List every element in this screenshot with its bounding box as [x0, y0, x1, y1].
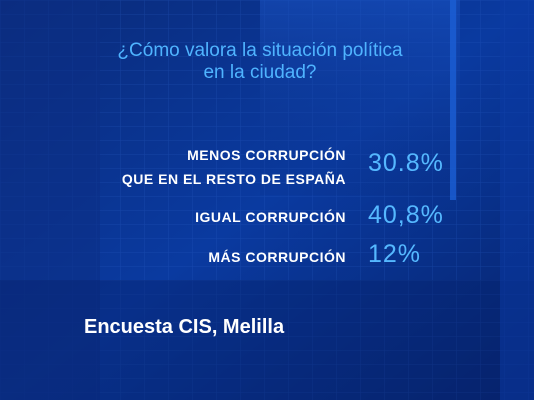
result-value-more-corruption: 12% [368, 240, 422, 268]
result-label-line: MENOS CORRUPCIÓN [187, 147, 346, 163]
question-title: ¿Cómo valora la situación política en la… [70, 40, 450, 84]
result-label-line: QUE EN EL RESTO DE ESPAÑA [121, 171, 346, 187]
result-label-more-corruption: MÁS CORRUPCIÓN [208, 249, 346, 265]
source-caption: Encuesta CIS, Melilla [84, 316, 285, 338]
result-label-less-corruption: MENOS CORRUPCIÓN QUE EN EL RESTO DE ESPA… [122, 143, 346, 191]
question-line-1: ¿Cómo valora la situación política [117, 40, 403, 61]
result-value-equal-corruption: 40,8% [368, 201, 444, 229]
result-label-equal-corruption: IGUAL CORRUPCIÓN [195, 209, 346, 225]
question-line-2: en la ciudad? [203, 62, 317, 83]
result-value-less-corruption: 30.8% [368, 149, 444, 177]
